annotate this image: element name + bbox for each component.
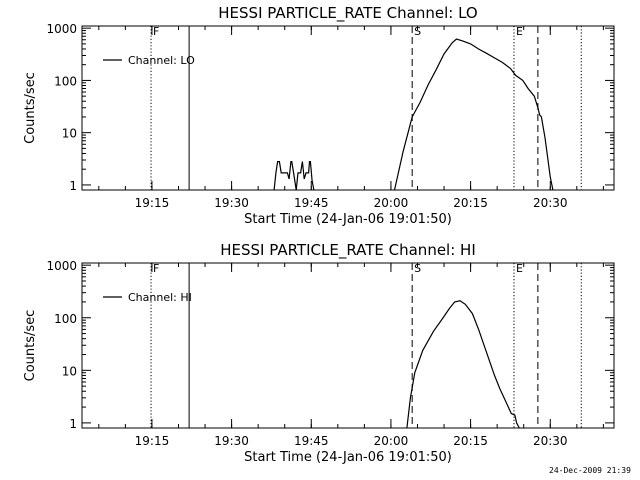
y-tick-label: 1 bbox=[69, 179, 77, 193]
x-tick-label: 20:00 bbox=[374, 434, 409, 448]
x-axis-label: Start Time (24-Jan-06 19:01:50) bbox=[244, 212, 452, 227]
x-tick-label: 19:45 bbox=[294, 196, 329, 210]
x-tick-label: 20:30 bbox=[533, 434, 568, 448]
series-line-lo bbox=[393, 38, 554, 190]
chart-title: HESSI PARTICLE_RATE Channel: HI bbox=[220, 241, 476, 260]
time-marker-label: E bbox=[516, 262, 523, 275]
y-axis-label: Counts/sec bbox=[23, 310, 38, 382]
x-tick-label: 19:15 bbox=[135, 434, 170, 448]
x-tick-label: 20:00 bbox=[374, 196, 409, 210]
x-tick-label: 20:15 bbox=[453, 434, 488, 448]
y-tick-label: 100 bbox=[54, 74, 77, 88]
series-line-lo bbox=[295, 161, 315, 190]
plot-frame bbox=[81, 25, 615, 191]
legend-label: Channel: HI bbox=[128, 291, 192, 304]
x-tick-label: 20:15 bbox=[453, 196, 488, 210]
chart-panel-hi: HESSI PARTICLE_RATE Channel: HI 19:15 19:3… bbox=[23, 241, 615, 465]
y-tick-label: 1000 bbox=[46, 22, 77, 36]
x-tick-label: 20:30 bbox=[533, 196, 568, 210]
chart-title: HESSI PARTICLE_RATE Channel: LO bbox=[218, 4, 477, 23]
plot-frame bbox=[81, 262, 615, 429]
time-marker-label: F bbox=[153, 262, 159, 275]
time-marker-label: E bbox=[516, 25, 523, 38]
y-tick-label: 10 bbox=[62, 127, 77, 141]
x-tick-label: 19:45 bbox=[294, 434, 329, 448]
time-marker-label: F bbox=[153, 25, 159, 38]
series-line-hi bbox=[406, 300, 520, 428]
y-tick-label: 1000 bbox=[46, 259, 77, 273]
time-marker-label: S bbox=[414, 262, 421, 275]
chart-panel-lo: HESSI PARTICLE_RATE Channel: LO 19:15 19:3… bbox=[23, 4, 615, 227]
x-tick-label: 19:15 bbox=[135, 196, 170, 210]
y-tick-label: 100 bbox=[54, 312, 77, 326]
y-axis-label: Counts/sec bbox=[23, 72, 38, 144]
x-axis-label: Start Time (24-Jan-06 19:01:50) bbox=[244, 450, 452, 465]
x-tick-label: 19:30 bbox=[214, 434, 249, 448]
x-tick-label: 19:30 bbox=[214, 196, 249, 210]
date-stamp: 24-Dec-2009 21:39 bbox=[549, 466, 631, 475]
y-tick-label: 10 bbox=[62, 364, 77, 378]
y-tick-label: 1 bbox=[69, 417, 77, 431]
legend-label: Channel: LO bbox=[128, 54, 195, 67]
time-marker-label: S bbox=[414, 25, 421, 38]
series-line-lo bbox=[273, 161, 297, 190]
